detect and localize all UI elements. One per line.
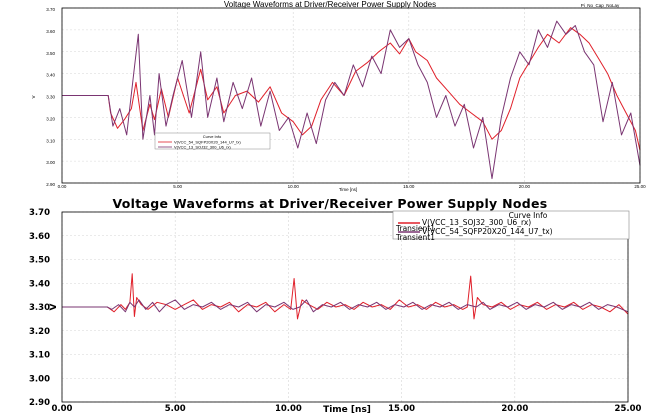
y-tick-label: 3.30	[46, 95, 55, 100]
chart-title: Voltage Waveforms at Driver/Receiver Pow…	[112, 196, 547, 211]
x-tick-label: 0.00	[58, 184, 67, 189]
y-tick-label: 3.60	[46, 29, 55, 34]
plot-frame	[61, 7, 641, 184]
series-line-0	[62, 27, 641, 151]
plot-frame	[61, 211, 629, 403]
x-tick-label: 0.00	[52, 404, 73, 414]
y-tick-label: 3.70	[46, 7, 55, 12]
legend: Curve Info V(VCC_54_SQFP20X20_144_U7_tx)…	[154, 132, 271, 150]
x-tick-label: 20.00	[501, 404, 528, 414]
y-tick-label: 3.50	[46, 51, 55, 56]
y-tick-label: 3.20	[29, 327, 50, 337]
x-tick-label: 10.00	[288, 184, 300, 189]
y-tick-label: 3.40	[46, 73, 55, 78]
y-tick-label: 3.70	[29, 208, 50, 218]
legend-entry-0-sub: Transient1	[395, 224, 435, 233]
chart-title: Voltage Waveforms at Driver/Receiver Pow…	[224, 0, 436, 9]
x-tick-label: 15.00	[403, 184, 415, 189]
legend-box	[392, 210, 630, 240]
x-tick-label: 25.00	[615, 404, 642, 414]
series-line-0	[62, 273, 629, 320]
series-line-1	[62, 20, 641, 180]
y-axis-label: V	[31, 95, 36, 98]
x-tick-label: 25.00	[634, 184, 646, 189]
legend-entry-1: V(VCC_54_SQFP20X20_144_U7_tx)	[422, 227, 553, 236]
series-line-1	[62, 299, 629, 313]
legend-entry-1-sub: Transient1	[395, 233, 435, 242]
grid	[61, 7, 641, 184]
y-tick-label: 3.10	[29, 351, 50, 361]
legend-title: Curve Info	[203, 134, 222, 139]
y-tick-label: 3.10	[46, 138, 55, 143]
y-tick-label: 3.30	[29, 303, 50, 313]
y-tick-label: 3.50	[29, 256, 50, 266]
x-tick-label: 15.00	[388, 404, 415, 414]
x-axis-label: Time [ns]	[323, 405, 371, 414]
y-tick-label: 2.90	[46, 182, 55, 187]
y-tick-label: 3.20	[46, 116, 55, 121]
y-tick-label: 3.00	[46, 160, 55, 165]
y-tick-label: 3.40	[29, 279, 50, 289]
x-tick-label: 20.00	[519, 184, 531, 189]
chart-panel-top: Voltage Waveforms at Driver/Receiver Pow…	[31, 0, 646, 192]
legend-box	[154, 132, 271, 150]
y-tick-label: 3.60	[29, 232, 50, 242]
corner-label: Pi_No_Cap_NoLay	[581, 3, 620, 8]
legend-entry-0: V(VCC_13_SOJ32_300_U6_rx)	[422, 218, 531, 227]
y-axis-label: V	[49, 303, 59, 310]
x-tick-label: 10.00	[275, 404, 302, 414]
legend-title: Curve Info	[509, 211, 548, 220]
chart-panel-bottom: Voltage Waveforms at Driver/Receiver Pow…	[29, 196, 642, 414]
legend: Curve Info V(VCC_13_SOJ32_300_U6_rx) Tra…	[392, 210, 630, 242]
y-tick-label: 2.90	[29, 398, 50, 408]
legend-entry-1: V(VCC_13_SOJ32_300_U6_rx)	[174, 145, 231, 150]
x-tick-label: 5.00	[173, 184, 182, 189]
y-tick-label: 3.00	[29, 374, 50, 384]
x-tick-label: 5.00	[165, 404, 186, 414]
x-axis-label: Time [ns]	[339, 187, 357, 192]
legend-entry-0: V(VCC_54_SQFP20X20_144_U7_tx)	[174, 140, 241, 145]
